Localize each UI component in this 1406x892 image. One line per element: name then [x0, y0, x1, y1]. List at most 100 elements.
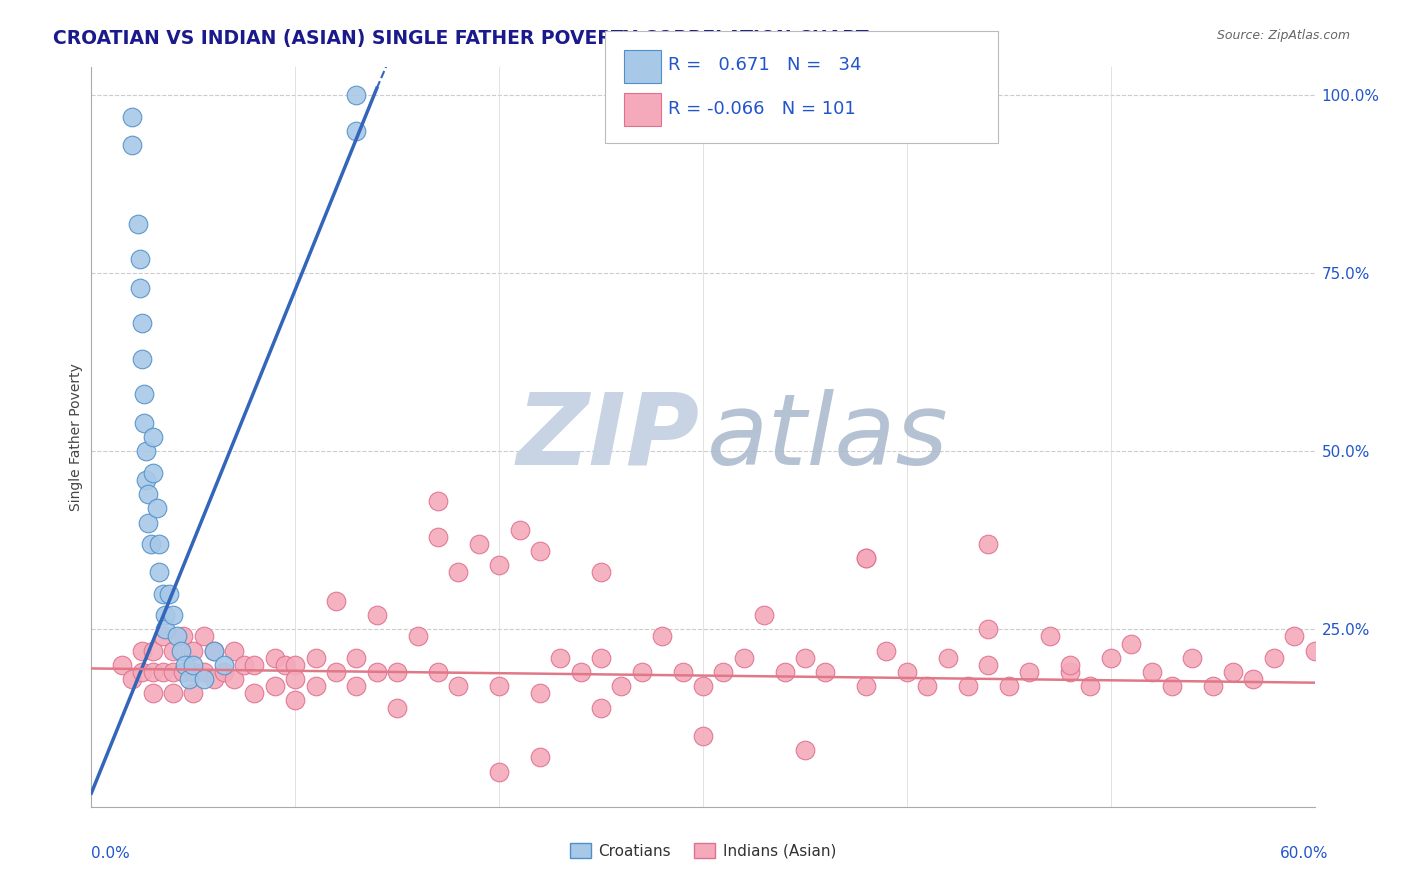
Point [1202, 679, 1225, 693]
Point [202, 672, 225, 686]
Point [754, 608, 776, 623]
Point [488, 558, 510, 573]
Point [172, 629, 194, 643]
Point [325, 665, 347, 679]
Point [956, 679, 979, 693]
Point [509, 523, 531, 537]
Point [284, 693, 307, 707]
Point [1121, 636, 1143, 650]
Point [346, 650, 368, 665]
Point [385, 665, 409, 679]
Point [152, 587, 174, 601]
Point [855, 679, 877, 693]
Point [170, 643, 193, 657]
Point [591, 650, 613, 665]
Point [427, 494, 450, 508]
Point [1099, 650, 1122, 665]
Point [183, 657, 205, 672]
Point [284, 657, 307, 672]
Point [917, 679, 939, 693]
Point [936, 650, 959, 665]
Point [631, 665, 654, 679]
Point [139, 537, 162, 551]
Point [793, 743, 815, 757]
Point [1059, 657, 1081, 672]
Point [284, 672, 307, 686]
Point [162, 665, 184, 679]
Point [1059, 665, 1081, 679]
Point [814, 665, 837, 679]
Point [131, 665, 153, 679]
Point [672, 665, 695, 679]
Point [129, 280, 152, 294]
Point [998, 679, 1021, 693]
Point [427, 530, 450, 544]
Point [366, 665, 388, 679]
Point [141, 466, 163, 480]
Point [111, 657, 134, 672]
Point [148, 566, 170, 580]
Point [977, 622, 1000, 636]
Text: atlas: atlas [707, 389, 948, 485]
Point [569, 665, 592, 679]
Point [162, 608, 184, 623]
Point [162, 643, 184, 657]
Point [131, 316, 153, 330]
Point [121, 138, 143, 153]
Point [1263, 650, 1285, 665]
Point [243, 686, 266, 700]
Point [172, 665, 194, 679]
Point [1222, 665, 1244, 679]
Point [447, 566, 470, 580]
Point [121, 110, 143, 124]
Point [145, 501, 167, 516]
Point [610, 679, 633, 693]
Point [274, 657, 297, 672]
Point [651, 629, 673, 643]
Point [488, 679, 510, 693]
Point [202, 643, 225, 657]
Point [152, 629, 174, 643]
Point [183, 665, 205, 679]
Point [222, 643, 246, 657]
Y-axis label: Single Father Poverty: Single Father Poverty [69, 363, 83, 511]
Point [222, 672, 246, 686]
Point [1181, 650, 1204, 665]
Point [1161, 679, 1184, 693]
Point [366, 608, 388, 623]
Point [793, 650, 815, 665]
Point [385, 700, 409, 714]
Point [138, 516, 160, 530]
Point [243, 657, 266, 672]
Point [131, 351, 153, 366]
Point [183, 686, 205, 700]
Point [162, 686, 184, 700]
Point [131, 643, 153, 657]
Point [157, 587, 180, 601]
Point [212, 665, 235, 679]
Point [977, 657, 1000, 672]
Point [135, 444, 157, 458]
Point [212, 657, 235, 672]
Point [1080, 679, 1102, 693]
Point [1140, 665, 1163, 679]
Text: Source: ZipAtlas.com: Source: ZipAtlas.com [1216, 29, 1350, 42]
Point [141, 430, 163, 444]
Point [1018, 665, 1040, 679]
Point [1303, 643, 1326, 657]
Point [406, 629, 429, 643]
Point [134, 416, 156, 430]
Point [591, 566, 613, 580]
Point [692, 679, 714, 693]
Point [141, 643, 163, 657]
Point [135, 473, 157, 487]
Point [233, 657, 256, 672]
Point [138, 487, 160, 501]
Point [346, 124, 368, 138]
Point [202, 643, 225, 657]
Point [264, 679, 287, 693]
Point [1038, 629, 1062, 643]
Point [179, 672, 201, 686]
Point [121, 672, 143, 686]
Point [550, 650, 572, 665]
